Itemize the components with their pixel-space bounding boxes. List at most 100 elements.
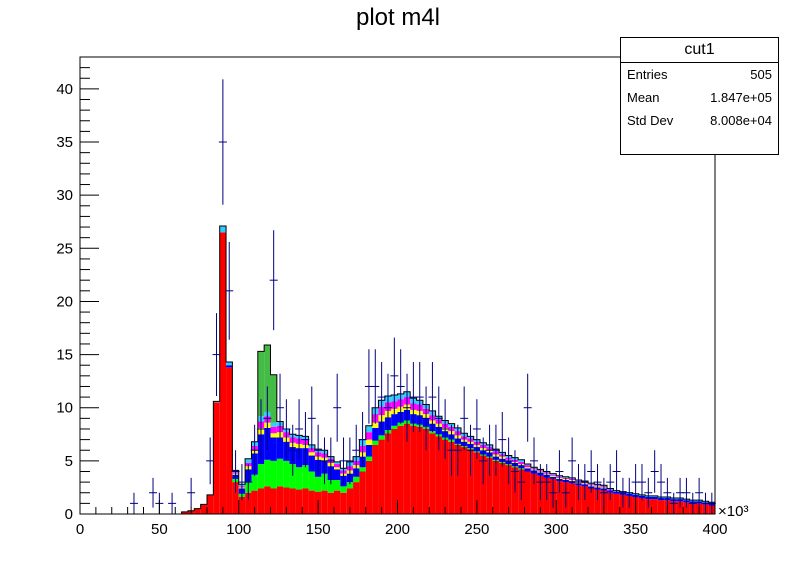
histogram-bar [391,428,398,514]
y-tick-label: 35 [56,134,73,151]
histogram-bar [651,496,658,500]
histogram-bar [435,436,442,514]
histogram-bar [346,482,354,489]
histogram-bar [441,439,449,514]
histogram-bar [568,483,576,514]
histogram-bar [549,473,557,475]
histogram-bar [365,432,373,440]
x-tick-label: 250 [464,521,489,538]
histogram-bar [308,471,315,491]
histogram-bar [257,464,265,489]
x-tick-label: 350 [623,521,648,538]
histogram-bar [384,433,392,514]
histogram-bar [257,488,265,514]
histogram-bar [308,490,315,514]
histogram-bar [308,455,315,472]
histogram-bar [372,422,379,428]
histogram-bar [505,465,512,514]
histogram-bar [276,486,284,514]
histogram-bar [518,461,525,465]
histogram-bar [251,490,258,514]
histogram-bar [302,465,309,489]
stats-row-mean: Mean 1.847e+05 [621,86,778,109]
histogram-bar [289,464,296,489]
histogram-bar [340,486,347,493]
histogram-bar [321,490,328,514]
histogram-bar [270,433,277,438]
histogram-bar [359,471,366,514]
histogram-bar [270,374,277,423]
histogram-bar [403,423,411,514]
x-tick-label: 200 [385,521,410,538]
histogram-bar [181,511,188,514]
histogram-bar [270,488,277,514]
histogram-bar [391,425,398,429]
y-tick-label: 20 [56,293,73,310]
histogram-bar [378,439,385,514]
stack-outline [80,225,715,515]
x-tick-label: 400 [702,521,727,538]
histogram-bar [334,467,341,470]
histogram-bar [283,487,290,514]
histogram-bar [518,459,525,462]
histogram-bar [289,488,296,514]
histogram-bar [219,225,227,233]
histogram-bar [213,401,220,403]
y-tick-label: 25 [56,240,73,257]
histogram-bar [524,467,531,469]
histogram-bar [549,475,557,477]
histogram-bar [556,481,563,514]
histogram-bar [251,474,258,491]
histogram-bar [295,489,303,514]
stats-value: 8.008e+04 [710,113,772,128]
histogram-bar [264,486,271,514]
histogram-bar [232,482,239,514]
axes: 0 50 100 150 200 250 300 350 400 0 5 10 15 20 25 30 35 40… [56,56,748,538]
histogram-bar [245,492,252,514]
histogram-bar [365,456,373,461]
histogram-bar [245,458,252,463]
stats-value: 505 [750,67,772,82]
histogram-bar [276,458,284,487]
y-tick-label: 10 [56,400,73,417]
histogram-bar [365,425,373,433]
y-tick-label: 5 [65,453,73,470]
stats-value: 1.847e+05 [710,90,772,105]
histogram-bar [346,488,354,514]
x-tick-label: 150 [306,521,331,538]
stats-label: Entries [627,67,668,82]
histogram-bar [207,494,214,514]
histogram-bar [461,447,468,514]
histogram-bar [334,479,341,491]
histogram-bar [657,500,665,514]
histogram-bar [397,425,404,514]
histogram-bar [467,449,474,514]
histogram-bar [327,492,334,514]
x-tick-label: 0 [76,521,84,538]
histogram-bar [372,444,379,514]
histogram-bar [226,367,233,514]
histogram-bar [365,439,373,445]
y-tick-label: 0 [65,506,73,523]
histogram-bar [638,498,646,514]
histogram-bar [270,422,277,427]
histogram-bar [397,422,404,426]
histogram-bar [480,455,487,514]
histogram-bar [194,508,201,514]
histogram-bar [264,459,271,487]
histogram-bar [588,488,595,514]
histogram-bar [270,426,277,434]
stats-box: cut1 Entries 505 Mean 1.847e+05 Std Dev … [620,37,779,155]
histogram-bar [270,460,277,489]
histogram-bar [359,467,366,472]
histogram-bar [422,428,430,514]
histogram-bar [454,444,461,514]
histogram-bar [524,464,531,466]
histogram-bar [492,460,500,514]
histogram-bar [302,488,309,514]
histogram-bar [213,402,220,514]
histogram-bar [270,437,277,461]
stats-row-std-dev: Std Dev 8.008e+04 [621,109,778,132]
histogram-bar [353,482,360,514]
